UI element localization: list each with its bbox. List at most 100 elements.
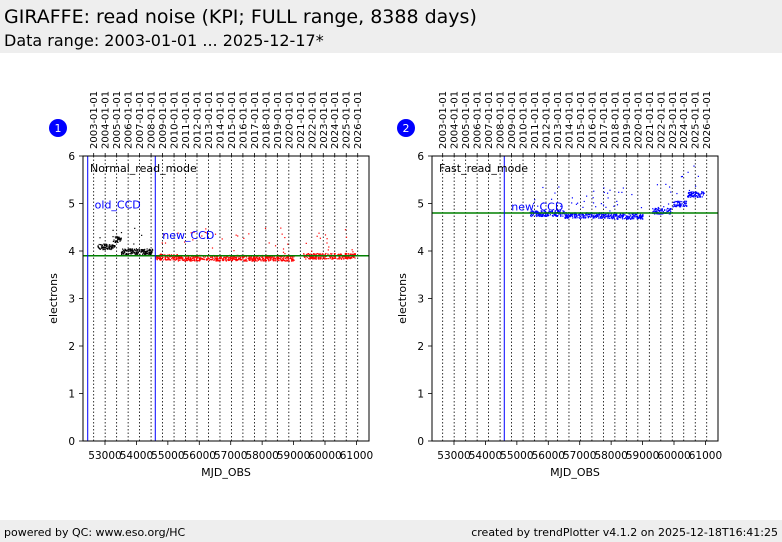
data-point <box>275 260 277 262</box>
data-point <box>679 203 681 205</box>
data-point <box>267 257 269 260</box>
data-point <box>190 260 192 262</box>
data-point <box>264 260 267 262</box>
data-point <box>251 259 254 261</box>
data-point <box>535 211 537 213</box>
data-point <box>216 259 218 261</box>
data-point <box>278 256 280 258</box>
data-point <box>677 201 679 204</box>
data-point <box>567 215 569 217</box>
data-point <box>180 256 182 259</box>
data-point <box>338 257 340 259</box>
data-point <box>688 194 690 196</box>
data-point <box>680 201 682 203</box>
event-label: new_CCD <box>162 229 214 242</box>
data-point <box>319 257 321 259</box>
data-point <box>221 238 223 240</box>
data-point <box>697 175 699 177</box>
data-point <box>668 186 671 188</box>
data-point <box>337 254 339 256</box>
x-tick-label: 57000 <box>214 450 247 462</box>
data-point <box>680 176 683 178</box>
data-point <box>540 213 542 215</box>
data-point <box>348 256 350 258</box>
data-point <box>278 257 280 260</box>
data-point <box>328 246 330 248</box>
year-label: 2008-01-01 <box>496 91 507 149</box>
data-point <box>699 196 701 198</box>
data-point <box>542 186 544 189</box>
data-point <box>621 215 623 217</box>
data-point <box>249 257 251 259</box>
data-point <box>98 243 100 246</box>
data-point <box>181 259 183 261</box>
data-point <box>156 259 158 261</box>
data-point <box>140 251 142 253</box>
data-point <box>532 211 534 213</box>
data-point <box>625 217 627 219</box>
data-point <box>293 259 295 261</box>
data-point <box>559 211 561 213</box>
data-point <box>235 256 238 259</box>
data-point <box>590 213 592 215</box>
year-label: 2019-01-01 <box>622 91 633 149</box>
data-point <box>579 217 581 219</box>
data-point <box>117 237 119 240</box>
data-point <box>607 214 609 216</box>
data-point <box>142 252 145 254</box>
data-point <box>334 253 336 255</box>
data-point <box>249 256 251 258</box>
panel-badge-number: 1 <box>55 122 62 135</box>
data-point <box>317 256 319 258</box>
data-point <box>112 246 114 248</box>
data-point <box>136 251 138 253</box>
data-point <box>281 259 283 262</box>
data-point <box>219 259 221 262</box>
data-point <box>627 215 629 217</box>
data-point <box>283 258 285 260</box>
data-point <box>661 210 663 212</box>
data-point <box>589 215 591 218</box>
data-point <box>631 215 633 217</box>
data-point <box>312 257 314 259</box>
data-point <box>327 253 329 255</box>
data-point <box>285 259 287 261</box>
data-point <box>314 253 316 255</box>
data-point <box>345 252 347 255</box>
data-point <box>697 193 699 195</box>
data-point <box>121 250 123 253</box>
data-point <box>137 251 139 253</box>
data-point <box>676 203 679 205</box>
data-point <box>638 216 640 219</box>
data-point <box>280 260 282 262</box>
data-point <box>225 257 227 259</box>
data-point <box>97 245 99 247</box>
data-point <box>701 191 703 194</box>
data-point <box>266 256 268 259</box>
data-point <box>286 260 289 262</box>
data-point <box>330 253 332 255</box>
data-point <box>247 257 249 260</box>
data-point <box>196 259 198 261</box>
data-point <box>200 257 202 259</box>
data-point <box>198 260 200 262</box>
year-label: 2019-01-01 <box>273 91 284 149</box>
data-point <box>345 236 348 238</box>
data-point <box>110 247 113 249</box>
data-point <box>627 217 629 219</box>
data-point <box>611 217 613 219</box>
data-point <box>339 254 341 256</box>
data-point <box>205 258 208 260</box>
data-point <box>590 216 592 218</box>
data-point <box>616 217 618 219</box>
data-point <box>628 217 630 219</box>
year-label: 2026-01-01 <box>702 91 713 149</box>
data-point <box>623 213 625 215</box>
year-label: 2025-01-01 <box>691 91 702 149</box>
data-point <box>562 210 564 212</box>
data-point <box>536 210 538 212</box>
year-label: 2004-01-01 <box>450 91 461 149</box>
year-label: 2008-01-01 <box>147 91 158 149</box>
data-point <box>633 218 635 220</box>
data-point <box>146 248 148 250</box>
